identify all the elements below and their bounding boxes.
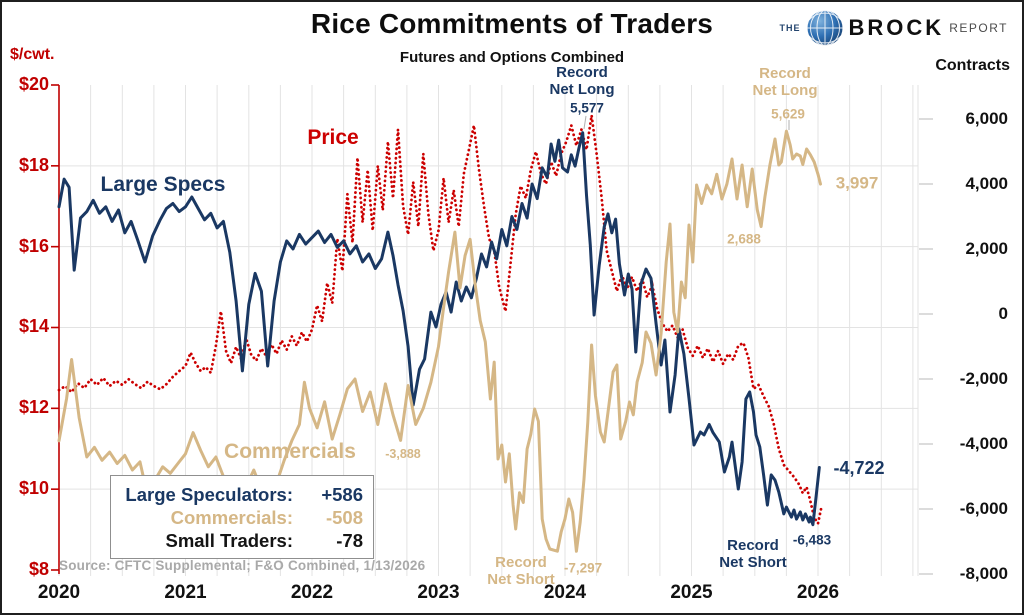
x-axis-label-2025: 2025 bbox=[670, 582, 713, 603]
left-axis-label-$12: $12 bbox=[18, 397, 49, 418]
left-axis-label-$10: $10 bbox=[18, 478, 49, 499]
commercials-last-value: 3,997 bbox=[835, 173, 879, 193]
legend-label: Large Speculators: bbox=[125, 484, 293, 505]
commercials-series-label: Commercials bbox=[224, 440, 356, 464]
record-net-long-specs-value: 5,577 bbox=[570, 100, 604, 116]
globe-icon bbox=[807, 10, 843, 46]
right-axis-label-0: 0 bbox=[998, 304, 1008, 323]
right-axis-label-2,000: 2,000 bbox=[965, 239, 1008, 258]
x-axis-label-2022: 2022 bbox=[290, 582, 334, 603]
legend-label: Commercials: bbox=[170, 507, 293, 528]
price-series-label: Price bbox=[307, 126, 359, 150]
x-axis-label-2020: 2020 bbox=[37, 582, 81, 603]
large-specs-series-label: Large Specs bbox=[100, 173, 226, 197]
left-axis-label-$14: $14 bbox=[18, 316, 49, 337]
legend-box: Large Speculators: +586 Commercials: -50… bbox=[110, 475, 374, 559]
left-axis-label-$16: $16 bbox=[18, 235, 49, 256]
logo-report-text: REPORT bbox=[949, 21, 1008, 35]
brock-report-logo: THE BROCK REPORT bbox=[780, 9, 1008, 47]
commercials-dip-value: 2,688 bbox=[727, 231, 761, 247]
record-net-long-specs: Record Net Long bbox=[549, 64, 615, 98]
source-note: Source: CFTC Supplemental; F&O Combined,… bbox=[59, 558, 426, 573]
record-net-short-specs-value: -6,483 bbox=[792, 532, 832, 548]
right-axis-label--6,000: -6,000 bbox=[959, 499, 1008, 518]
commercials-2022-low-value: -3,888 bbox=[385, 447, 421, 461]
record-net-short-commercials: Record Net Short bbox=[487, 554, 555, 588]
left-axis-unit: $/cwt. bbox=[10, 46, 55, 63]
legend-value: +586 bbox=[321, 484, 363, 505]
record-net-short-commercials-value: -7,297 bbox=[563, 560, 603, 576]
chart-title: Rice Commitments of Traders bbox=[310, 8, 714, 39]
x-axis-label-2023: 2023 bbox=[417, 582, 460, 603]
legend-row-small-traders: Small Traders: -78 bbox=[117, 529, 363, 552]
legend-value: -78 bbox=[336, 530, 363, 551]
right-axis-label--2,000: -2,000 bbox=[959, 369, 1008, 388]
right-axis-label--8,000: -8,000 bbox=[959, 564, 1008, 583]
series-large-specs bbox=[57, 131, 821, 527]
record-net-long-commercials-value: 5,629 bbox=[771, 106, 805, 122]
logo-the-text: THE bbox=[779, 23, 801, 33]
left-axis-label-$8: $8 bbox=[28, 559, 49, 579]
large-specs-last-value: -4,722 bbox=[833, 457, 885, 478]
right-axis-label-6,000: 6,000 bbox=[965, 109, 1008, 128]
right-axis-label-4,000: 4,000 bbox=[965, 174, 1008, 193]
left-axis-label-$20: $20 bbox=[18, 73, 49, 94]
right-axis-label--4,000: -4,000 bbox=[959, 434, 1008, 453]
legend-value: -508 bbox=[325, 507, 363, 528]
x-axis-label-2026: 2026 bbox=[796, 582, 840, 603]
legend-row-large-speculators: Large Speculators: +586 bbox=[117, 483, 363, 506]
x-axis-label-2021: 2021 bbox=[164, 582, 207, 603]
legend-row-commercials: Commercials: -508 bbox=[117, 506, 363, 529]
record-net-long-commercials: Record Net Long bbox=[752, 65, 818, 99]
chart-subtitle: Futures and Options Combined bbox=[399, 49, 625, 66]
record-net-short-specs: Record Net Short bbox=[719, 537, 787, 571]
legend-label: Small Traders: bbox=[165, 530, 293, 551]
right-axis-unit: Contracts bbox=[935, 57, 1010, 74]
x-axis-label-2024: 2024 bbox=[543, 582, 587, 603]
logo-brock-text: BROCK bbox=[848, 15, 945, 40]
left-axis-label-$18: $18 bbox=[18, 154, 49, 175]
